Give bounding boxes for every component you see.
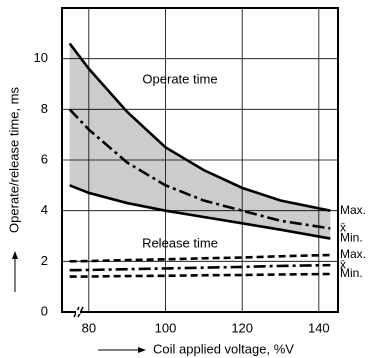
y-axis-label: Operate/release time, ms [6,87,21,233]
series-label: x̄ [340,257,346,271]
x-tick-label: 140 [308,320,330,335]
axis-break-gap [76,310,80,314]
x-tick-label: 80 [82,320,96,335]
x-tick-label: 100 [155,320,177,335]
y-tick-label: 8 [41,101,48,116]
series-label: Min. [340,231,363,245]
series-line [69,272,331,278]
series-label: Max. [340,203,366,217]
series-line [69,184,331,240]
series-line [68,108,331,230]
x-tick-label: 120 [231,320,253,335]
y-tick-label: 2 [41,253,48,268]
y-tick-label: 0 [41,303,48,318]
annotation: Release time [142,235,218,250]
series-label: Max. [340,247,366,261]
y-tick-label: 6 [41,151,48,166]
series-label: Min. [340,266,363,280]
y-tick-label: 4 [41,202,48,217]
x-axis-label: Coil applied voltage, %V [153,341,294,356]
annotation: Operate time [142,71,217,86]
y-tick-label: 10 [34,50,48,65]
series-line [68,42,331,212]
series-line [69,263,331,272]
band-fill [69,43,331,239]
series-line [69,253,331,263]
series-label: x̄ [340,221,346,235]
plot-frame [61,7,339,313]
